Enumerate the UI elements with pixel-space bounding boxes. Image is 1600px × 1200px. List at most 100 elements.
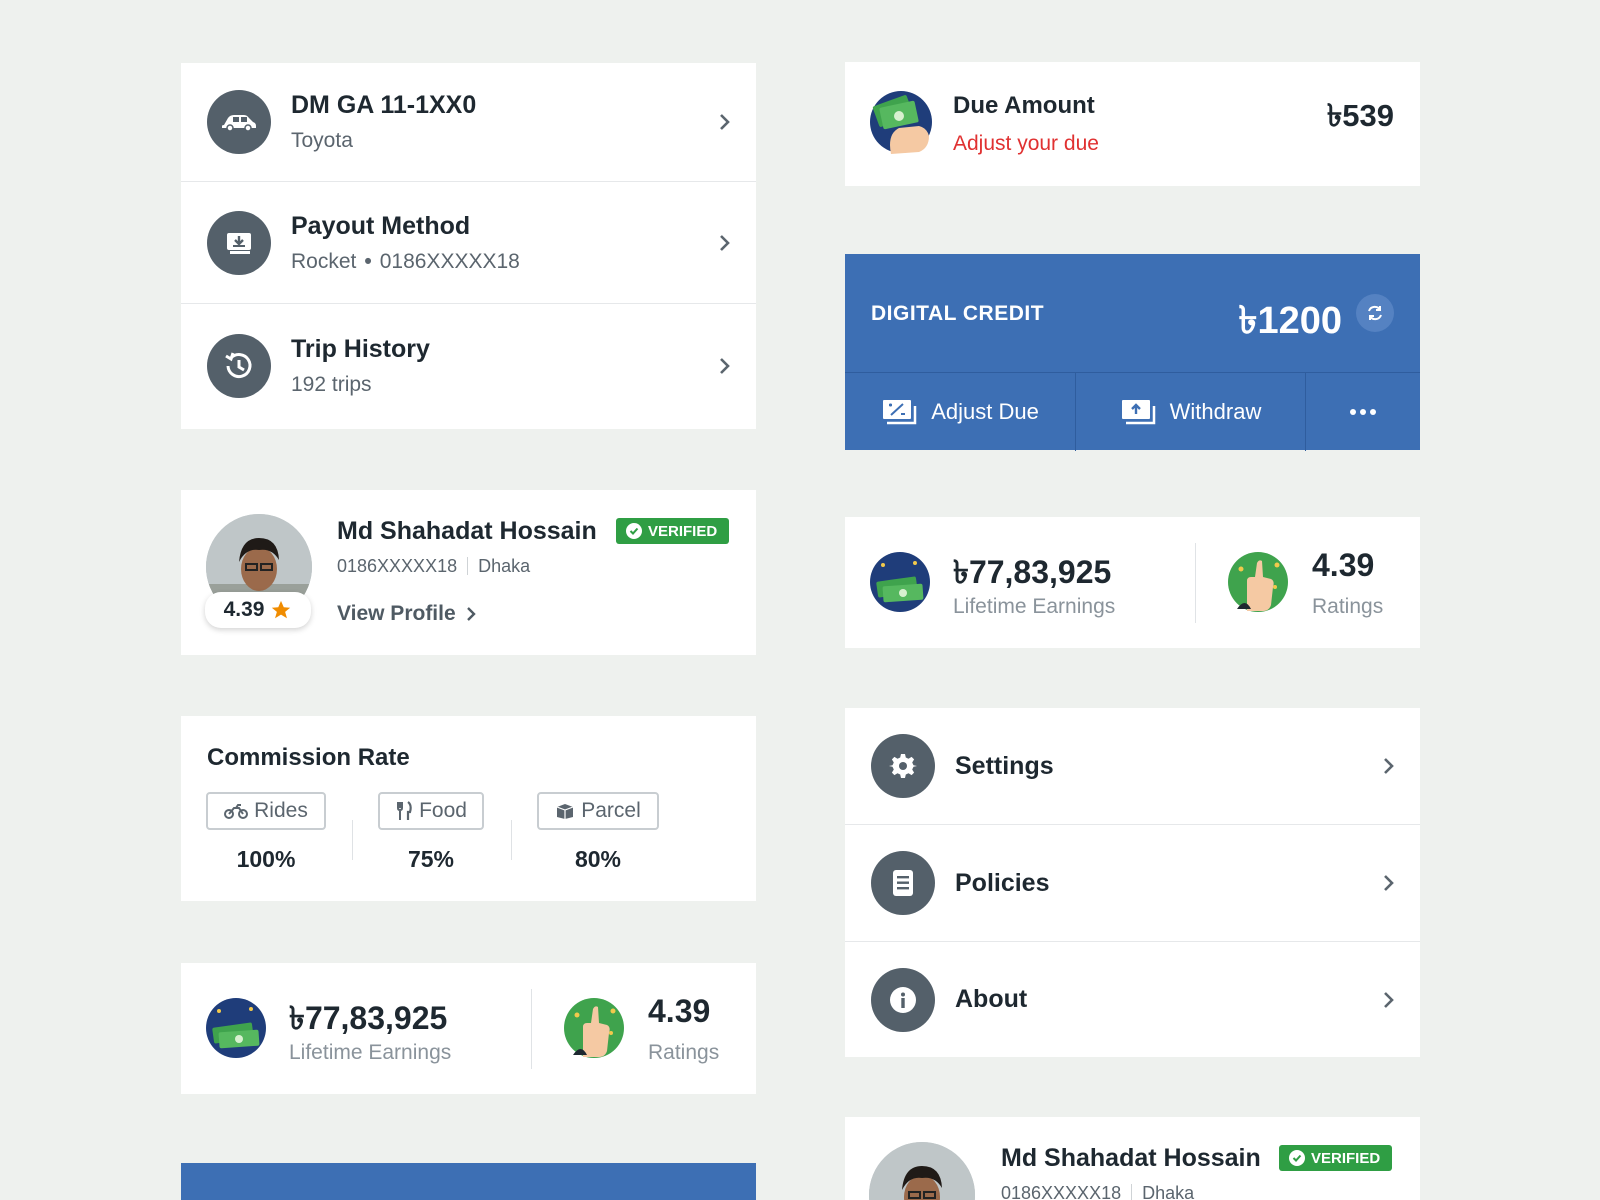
earnings-label: Lifetime Earnings [953,595,1116,618]
due-amount-card[interactable]: Due Amount Adjust your due ৳539 [845,62,1420,186]
chevron-right-icon [720,357,730,374]
motorbike-icon [224,804,249,819]
commission-title: Commission Rate [207,744,410,771]
meta-divider [1131,1184,1133,1200]
profile-city: Dhaka [1142,1183,1195,1200]
refresh-button[interactable] [1356,294,1394,332]
more-icon [1350,409,1376,415]
verified-label: VERIFIED [648,522,718,540]
commission-parcel: Parcel 80% [537,792,659,873]
food-tag: Food [378,792,484,830]
ratings-value: 4.39 [1312,547,1375,583]
chevron-right-icon [1384,875,1394,891]
rides-tag: Rides [206,792,326,830]
vehicle-row[interactable]: DM GA 11-1XX0 Toyota [181,63,756,181]
profile-phone: 0186XXXXX18 [1001,1183,1122,1200]
earnings-value: ৳77,83,925 [953,554,1112,590]
more-options-button[interactable] [1305,373,1420,451]
withdraw-icon [1121,400,1155,425]
digital-credit-amount: ৳1200 [1238,300,1342,342]
chevron-right-icon [720,234,730,251]
chevron-right-icon [1384,991,1394,1008]
profile-rating: 4.39 [223,598,265,621]
car-icon [207,90,271,154]
profile-card[interactable]: Md Shahadat Hossain VERIFIED 0186XXXXX18… [845,1117,1420,1200]
info-icon [871,967,935,1032]
chevron-right-icon [1384,758,1394,774]
adjust-due-button[interactable]: Adjust Due [845,373,1075,451]
check-circle-icon [626,523,642,539]
money-bag-icon [869,551,931,613]
profile-card[interactable]: 4.39 Md Shahadat Hossain VERIFIED 0186XX… [181,490,756,655]
trip-count: 192 trips [291,372,372,396]
gear-icon [871,734,935,798]
digital-credit-header: DIGITAL CREDIT ৳1200 [845,254,1420,372]
due-title: Due Amount [953,92,1095,119]
digital-credit-actions: Adjust Due Withdraw [845,372,1420,451]
rides-value: 100% [236,846,296,872]
parcel-label: Parcel [581,799,641,822]
menu-item-policies[interactable]: Policies [845,824,1420,941]
menu-item-settings[interactable]: Settings [845,708,1420,824]
refresh-icon [1368,305,1382,321]
separator-dot: • [364,249,372,273]
due-amount: ৳539 [1326,98,1394,133]
adjust-due-icon [883,400,917,425]
commission-card: Commission Rate Rides 100% Food 75% Parc… [181,716,756,901]
ratings-label: Ratings [1312,595,1384,618]
verified-badge: VERIFIED [616,518,730,544]
payout-provider: Rocket [291,249,357,273]
withdraw-button[interactable]: Withdraw [1075,373,1305,451]
digital-credit-card: DIGITAL CREDIT ৳1200 Adjust Due Withdraw [845,254,1420,451]
verified-label: VERIFIED [1311,1149,1381,1167]
thumbs-up-icon [563,997,625,1059]
stats-card: ৳77,83,925 Lifetime Earnings 4.39 Rating… [181,963,756,1094]
ratings-value: 4.39 [648,993,711,1029]
payout-download-icon [207,210,271,275]
parcel-tag: Parcel [537,792,659,830]
view-profile-link[interactable]: View Profile [337,602,476,626]
trip-history-title: Trip History [291,334,430,363]
settings-menu-card: Settings Policies About [845,708,1420,1057]
profile-phone: 0186XXXXX18 [337,556,458,576]
verified-badge: VERIFIED [1279,1145,1393,1171]
profile-meta: 0186XXXXX18 Dhaka [1001,1183,1194,1200]
commission-food: Food 75% [378,792,484,873]
food-value: 75% [407,846,455,872]
earnings-label: Lifetime Earnings [289,1041,452,1064]
adjust-due-link[interactable]: Adjust your due [953,132,1099,155]
commission-divider [511,820,512,860]
earnings-value: ৳77,83,925 [289,1000,448,1036]
star-icon [272,600,291,619]
history-icon [207,333,271,398]
digital-credit-card-partial [181,1163,756,1200]
profile-city: Dhaka [478,556,531,576]
trip-history-row[interactable]: Trip History 192 trips [181,303,756,427]
payout-method-title: Payout Method [291,211,471,240]
parcel-value: 80% [574,846,622,872]
document-icon [871,851,935,915]
profile-meta: 0186XXXXX18 Dhaka [337,556,530,577]
vehicle-model: Toyota [291,129,353,152]
thumbs-up-icon [1227,551,1289,613]
vehicle-plate: DM GA 11-1XX0 [291,91,477,119]
menu-label: Settings [955,751,1054,780]
account-list-card: DM GA 11-1XX0 Toyota Payout Method Rocke… [181,63,756,429]
commission-divider [352,820,353,860]
food-label: Food [419,799,467,822]
stats-divider [1195,543,1196,623]
menu-item-about[interactable]: About [845,941,1420,1057]
commission-rides: Rides 100% [206,792,326,873]
payout-method-detail: Rocket • 0186XXXXX18 [291,250,520,274]
payout-number: 0186XXXXX18 [379,249,520,273]
view-profile-label: View Profile [337,602,456,625]
stats-card: ৳77,83,925 Lifetime Earnings 4.39 Rating… [845,517,1420,648]
payout-method-row[interactable]: Payout Method Rocket • 0186XXXXX18 [181,181,756,303]
profile-name: Md Shahadat Hossain [1001,1144,1261,1172]
stats-divider [531,989,532,1069]
adjust-due-label: Adjust Due [931,399,1039,424]
chevron-right-icon [720,114,730,130]
check-circle-icon [1289,1150,1305,1166]
rating-pill: 4.39 [205,592,311,628]
profile-name: Md Shahadat Hossain [337,517,597,545]
